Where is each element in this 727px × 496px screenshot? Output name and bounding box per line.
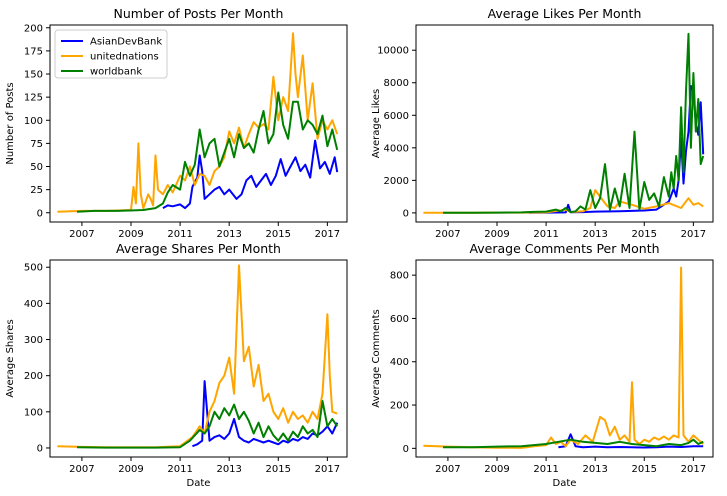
x-axis-label: Date — [553, 478, 577, 489]
plot-frame — [49, 24, 348, 223]
y-axis-label: Average Comments — [371, 309, 382, 407]
chart-title: Average Shares Per Month — [116, 241, 281, 256]
series-line-AsianDevBank — [558, 433, 704, 449]
y-tick-label: 0 — [37, 443, 43, 454]
y-tick-label: 400 — [390, 357, 409, 368]
series-line-worldbank — [76, 91, 339, 213]
y-tick-label: 8000 — [384, 78, 409, 89]
series-line-AsianDevBank — [162, 139, 339, 210]
x-tick-label: 2011 — [167, 464, 192, 475]
y-axis-label: Number of Posts — [5, 82, 16, 164]
y-tick-label: 400 — [24, 299, 43, 310]
series-line-unitednations — [57, 32, 339, 213]
legend: AsianDevBank unitednations worldbank — [54, 29, 168, 79]
y-tick-label: 200 — [24, 23, 43, 34]
y-tick-label: 300 — [24, 335, 43, 346]
series-line-worldbank — [76, 400, 339, 449]
series-line-unitednations — [57, 264, 338, 449]
series-line-worldbank — [443, 438, 704, 449]
y-axis-label: Average Likes — [371, 89, 382, 158]
y-tick-label: 6000 — [384, 111, 409, 122]
series-line-unitednations — [423, 266, 704, 449]
y-tick-label: 4000 — [384, 143, 409, 154]
x-tick-label: 2013 — [582, 464, 607, 475]
y-axis-label: Average Shares — [5, 319, 16, 397]
legend-entry: unitednations — [90, 52, 159, 63]
x-tick-label: 2017 — [315, 229, 340, 240]
y-tick-label: 200 — [24, 371, 43, 382]
chart-posts: Number of Posts Per Month 2007 2009 2011 201… — [5, 6, 348, 240]
chart-title: Average Comments Per Month — [469, 241, 659, 256]
x-tick-label: 2013 — [216, 464, 241, 475]
x-tick-label: 2013 — [216, 229, 241, 240]
legend-entry: worldbank — [90, 67, 142, 78]
y-tick-label: 0 — [403, 208, 409, 219]
y-tick-label: 10000 — [377, 46, 409, 57]
x-tick-label: 2015 — [632, 229, 657, 240]
y-tick-label: 100 — [24, 116, 43, 127]
y-tick-label: 2000 — [384, 176, 409, 187]
y-tick-label: 100 — [24, 407, 43, 418]
y-tick-label: 0 — [403, 444, 409, 455]
y-tick-label: 125 — [24, 93, 43, 104]
x-tick-label: 2015 — [266, 464, 291, 475]
chart-likes: Average Likes Per Month 2007 2009 2011 2013 2… — [371, 6, 714, 240]
y-tick-label: 75 — [30, 139, 43, 150]
x-tick-label: 2015 — [266, 229, 291, 240]
y-tick-label: 200 — [390, 401, 409, 412]
x-tick-label: 2009 — [118, 229, 143, 240]
y-tick-label: 25 — [30, 185, 43, 196]
x-tick-label: 2007 — [69, 464, 94, 475]
x-tick-label: 2017 — [315, 464, 340, 475]
x-tick-label: 2009 — [118, 464, 143, 475]
x-tick-label: 2017 — [681, 229, 706, 240]
y-tick-label: 175 — [24, 46, 43, 57]
plot-frame — [415, 24, 714, 223]
series-line-worldbank — [443, 32, 705, 214]
y-tick-label: 500 — [24, 263, 43, 274]
plot-frame — [49, 259, 348, 458]
chart-comments: Average Comments Per Month 2007 2009 2011 20… — [371, 241, 714, 489]
plot-frame — [415, 259, 714, 458]
chart-shares: Average Shares Per Month 2007 2009 2011 2013… — [5, 241, 348, 489]
y-tick-label: 600 — [390, 314, 409, 325]
x-tick-label: 2011 — [533, 229, 558, 240]
x-tick-label: 2013 — [582, 229, 607, 240]
y-tick-label: 50 — [30, 162, 43, 173]
series-line-AsianDevBank — [192, 380, 339, 448]
y-tick-label: 0 — [37, 208, 43, 219]
y-tick-label: 800 — [390, 271, 409, 282]
x-tick-label: 2007 — [435, 464, 460, 475]
x-tick-label: 2011 — [167, 229, 192, 240]
chart-title: Average Likes Per Month — [488, 6, 642, 21]
x-tick-label: 2007 — [435, 229, 460, 240]
y-tick-label: 150 — [24, 70, 43, 81]
x-tick-label: 2007 — [69, 229, 94, 240]
chart-title: Number of Posts Per Month — [114, 6, 284, 21]
x-tick-label: 2009 — [484, 464, 509, 475]
legend-entry: AsianDevBank — [90, 37, 162, 48]
x-tick-label: 2017 — [681, 464, 706, 475]
x-tick-label: 2009 — [484, 229, 509, 240]
x-tick-label: 2015 — [632, 464, 657, 475]
x-tick-label: 2011 — [533, 464, 558, 475]
x-axis-label: Date — [187, 478, 211, 489]
